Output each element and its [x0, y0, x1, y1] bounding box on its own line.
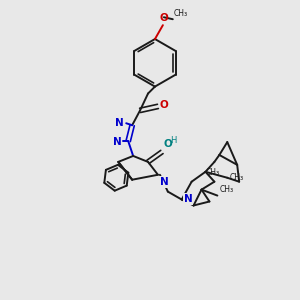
- Text: O: O: [160, 13, 168, 23]
- Text: N: N: [112, 137, 121, 147]
- Text: O: O: [164, 139, 172, 149]
- Text: CH₃: CH₃: [229, 173, 243, 182]
- Text: N: N: [160, 177, 169, 187]
- Text: N: N: [184, 194, 192, 203]
- Text: N: N: [160, 177, 169, 187]
- Text: CH₃: CH₃: [174, 9, 188, 18]
- Text: O: O: [160, 100, 169, 110]
- Text: N: N: [184, 194, 192, 203]
- Text: CH₃: CH₃: [206, 168, 220, 177]
- Text: CH₃: CH₃: [219, 184, 233, 194]
- Text: N: N: [116, 118, 124, 128]
- Text: H: H: [170, 136, 176, 145]
